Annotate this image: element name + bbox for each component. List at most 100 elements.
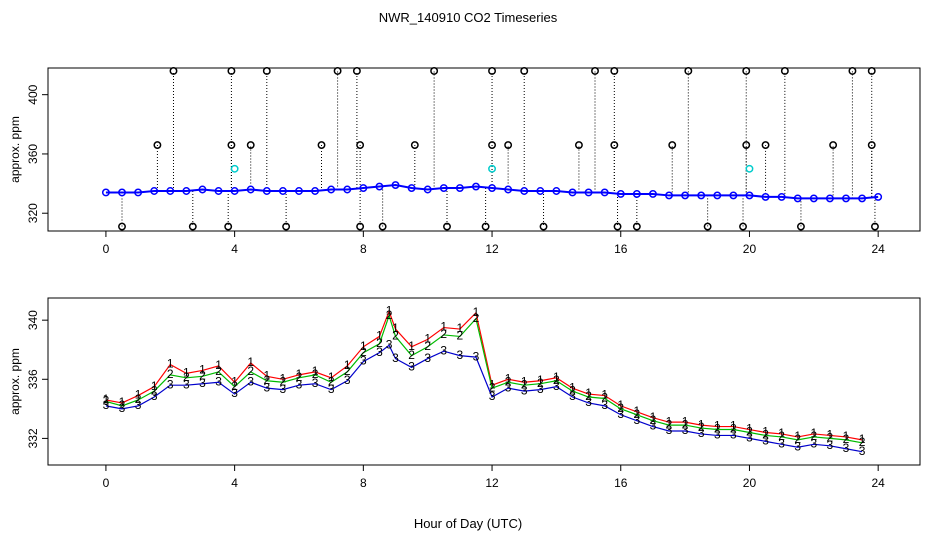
- point-spikes-high: [591, 67, 599, 75]
- series-marker-1: 1: [473, 305, 480, 319]
- point-spikes-mid: [574, 141, 583, 150]
- series-marker-3: 3: [698, 426, 705, 440]
- series-marker-3: 3: [569, 389, 576, 403]
- point-spikes-low: [188, 222, 197, 231]
- series-marker-2: 2: [103, 394, 110, 408]
- baseline-series-line: [105, 184, 879, 200]
- chart-title: NWR_140910 CO2 Timeseries: [379, 10, 558, 25]
- point-baseline: [214, 187, 223, 195]
- point-spikes-high: [227, 67, 236, 75]
- series-marker-1: 1: [386, 303, 393, 317]
- point-spikes-low: [871, 222, 879, 231]
- series-marker-1: 1: [489, 377, 496, 391]
- series-marker-2: 2: [408, 348, 415, 362]
- point-spikes-mid: [504, 141, 513, 150]
- point-baseline: [455, 184, 464, 192]
- series-marker-1: 1: [183, 366, 190, 380]
- series-marker-3: 3: [199, 376, 206, 390]
- point-baseline: [584, 188, 593, 197]
- y-tick-label: 320: [26, 203, 40, 223]
- series-marker-2: 2: [521, 377, 528, 391]
- series-marker-2: 2: [215, 364, 222, 378]
- series-marker-2: 2: [151, 383, 158, 397]
- point-baseline: [359, 184, 368, 192]
- point-spikes-mid: [867, 141, 876, 150]
- series-marker-1: 1: [553, 370, 560, 384]
- series-marker-1: 1: [247, 355, 254, 369]
- point-spikes-mid: [317, 141, 326, 150]
- point-baseline: [150, 187, 159, 195]
- point-spikes-high: [684, 67, 693, 75]
- series-marker-1: 1: [730, 419, 737, 433]
- point-spikes-mid: [227, 141, 236, 150]
- series-marker-3: 3: [231, 386, 238, 400]
- series-marker-2: 2: [843, 432, 850, 446]
- series-marker-3: 3: [408, 360, 415, 374]
- series-marker-3: 3: [344, 373, 351, 387]
- series-marker-2: 2: [386, 308, 393, 322]
- y-axis-label: approx. ppm: [8, 116, 22, 183]
- point-spikes-mid: [410, 141, 419, 150]
- series-marker-3: 3: [810, 436, 817, 450]
- point-spikes-high: [848, 67, 857, 75]
- series-marker-1: 1: [231, 374, 238, 388]
- point-baseline: [825, 194, 834, 203]
- point-spikes-high: [333, 67, 342, 75]
- series-marker-1: 1: [666, 414, 673, 428]
- point-spikes-mid: [610, 141, 619, 150]
- series-marker-2: 2: [392, 329, 399, 343]
- plot-frame: [47, 67, 921, 232]
- point-baseline: [198, 185, 207, 194]
- point-spikes-mid: [668, 141, 677, 150]
- series-marker-1: 1: [827, 428, 834, 442]
- point-baseline: [472, 182, 480, 191]
- series-marker-2: 2: [263, 373, 270, 387]
- series-marker-3: 3: [457, 348, 464, 362]
- series-marker-2: 2: [312, 367, 319, 381]
- series-marker-1: 1: [119, 395, 126, 409]
- series-marker-1: 1: [296, 367, 303, 381]
- series-marker-2: 2: [698, 420, 705, 434]
- series-marker-3: 3: [617, 407, 624, 421]
- x-tick-label: 8: [360, 242, 367, 256]
- series-marker-3: 3: [135, 398, 142, 412]
- series-marker-1: 1: [698, 417, 705, 431]
- point-baseline: [858, 194, 867, 203]
- series-marker-3: 3: [473, 349, 480, 363]
- series-marker-1: 1: [859, 432, 866, 446]
- point-baseline: [439, 184, 448, 192]
- series-marker-2: 2: [119, 398, 126, 412]
- point-baseline: [793, 194, 802, 203]
- series-marker-3: 3: [762, 434, 769, 448]
- series-marker-1: 1: [650, 410, 657, 424]
- point-spikes-low: [796, 222, 805, 231]
- series-line-1: [105, 309, 863, 441]
- point-spikes-low: [118, 222, 126, 231]
- series-marker-3: 3: [119, 401, 126, 415]
- point-baseline: [552, 187, 561, 195]
- series-marker-3: 3: [633, 413, 640, 427]
- x-tick-label: 20: [743, 242, 757, 256]
- point-baseline: [713, 191, 722, 200]
- series-marker-2: 2: [553, 373, 560, 387]
- series-marker-2: 2: [167, 367, 174, 381]
- series-marker-3: 3: [650, 419, 657, 433]
- series-marker-2: 2: [247, 364, 254, 378]
- point-baseline: [295, 187, 303, 195]
- point-spikes-high: [488, 67, 496, 75]
- series-marker-1: 1: [714, 419, 721, 433]
- point-baseline: [729, 191, 738, 200]
- point-baseline: [407, 184, 416, 192]
- series-marker-2: 2: [231, 379, 238, 393]
- series-marker-2: 2: [489, 380, 496, 394]
- series-marker-3: 3: [730, 428, 737, 442]
- series-marker-1: 1: [328, 370, 335, 384]
- point-baseline: [423, 185, 432, 194]
- point-spikes-low: [443, 222, 451, 231]
- x-tick-label: 0: [103, 476, 110, 490]
- point-baseline: [809, 194, 818, 203]
- point-spikes-high: [169, 67, 178, 75]
- series-marker-1: 1: [778, 426, 785, 440]
